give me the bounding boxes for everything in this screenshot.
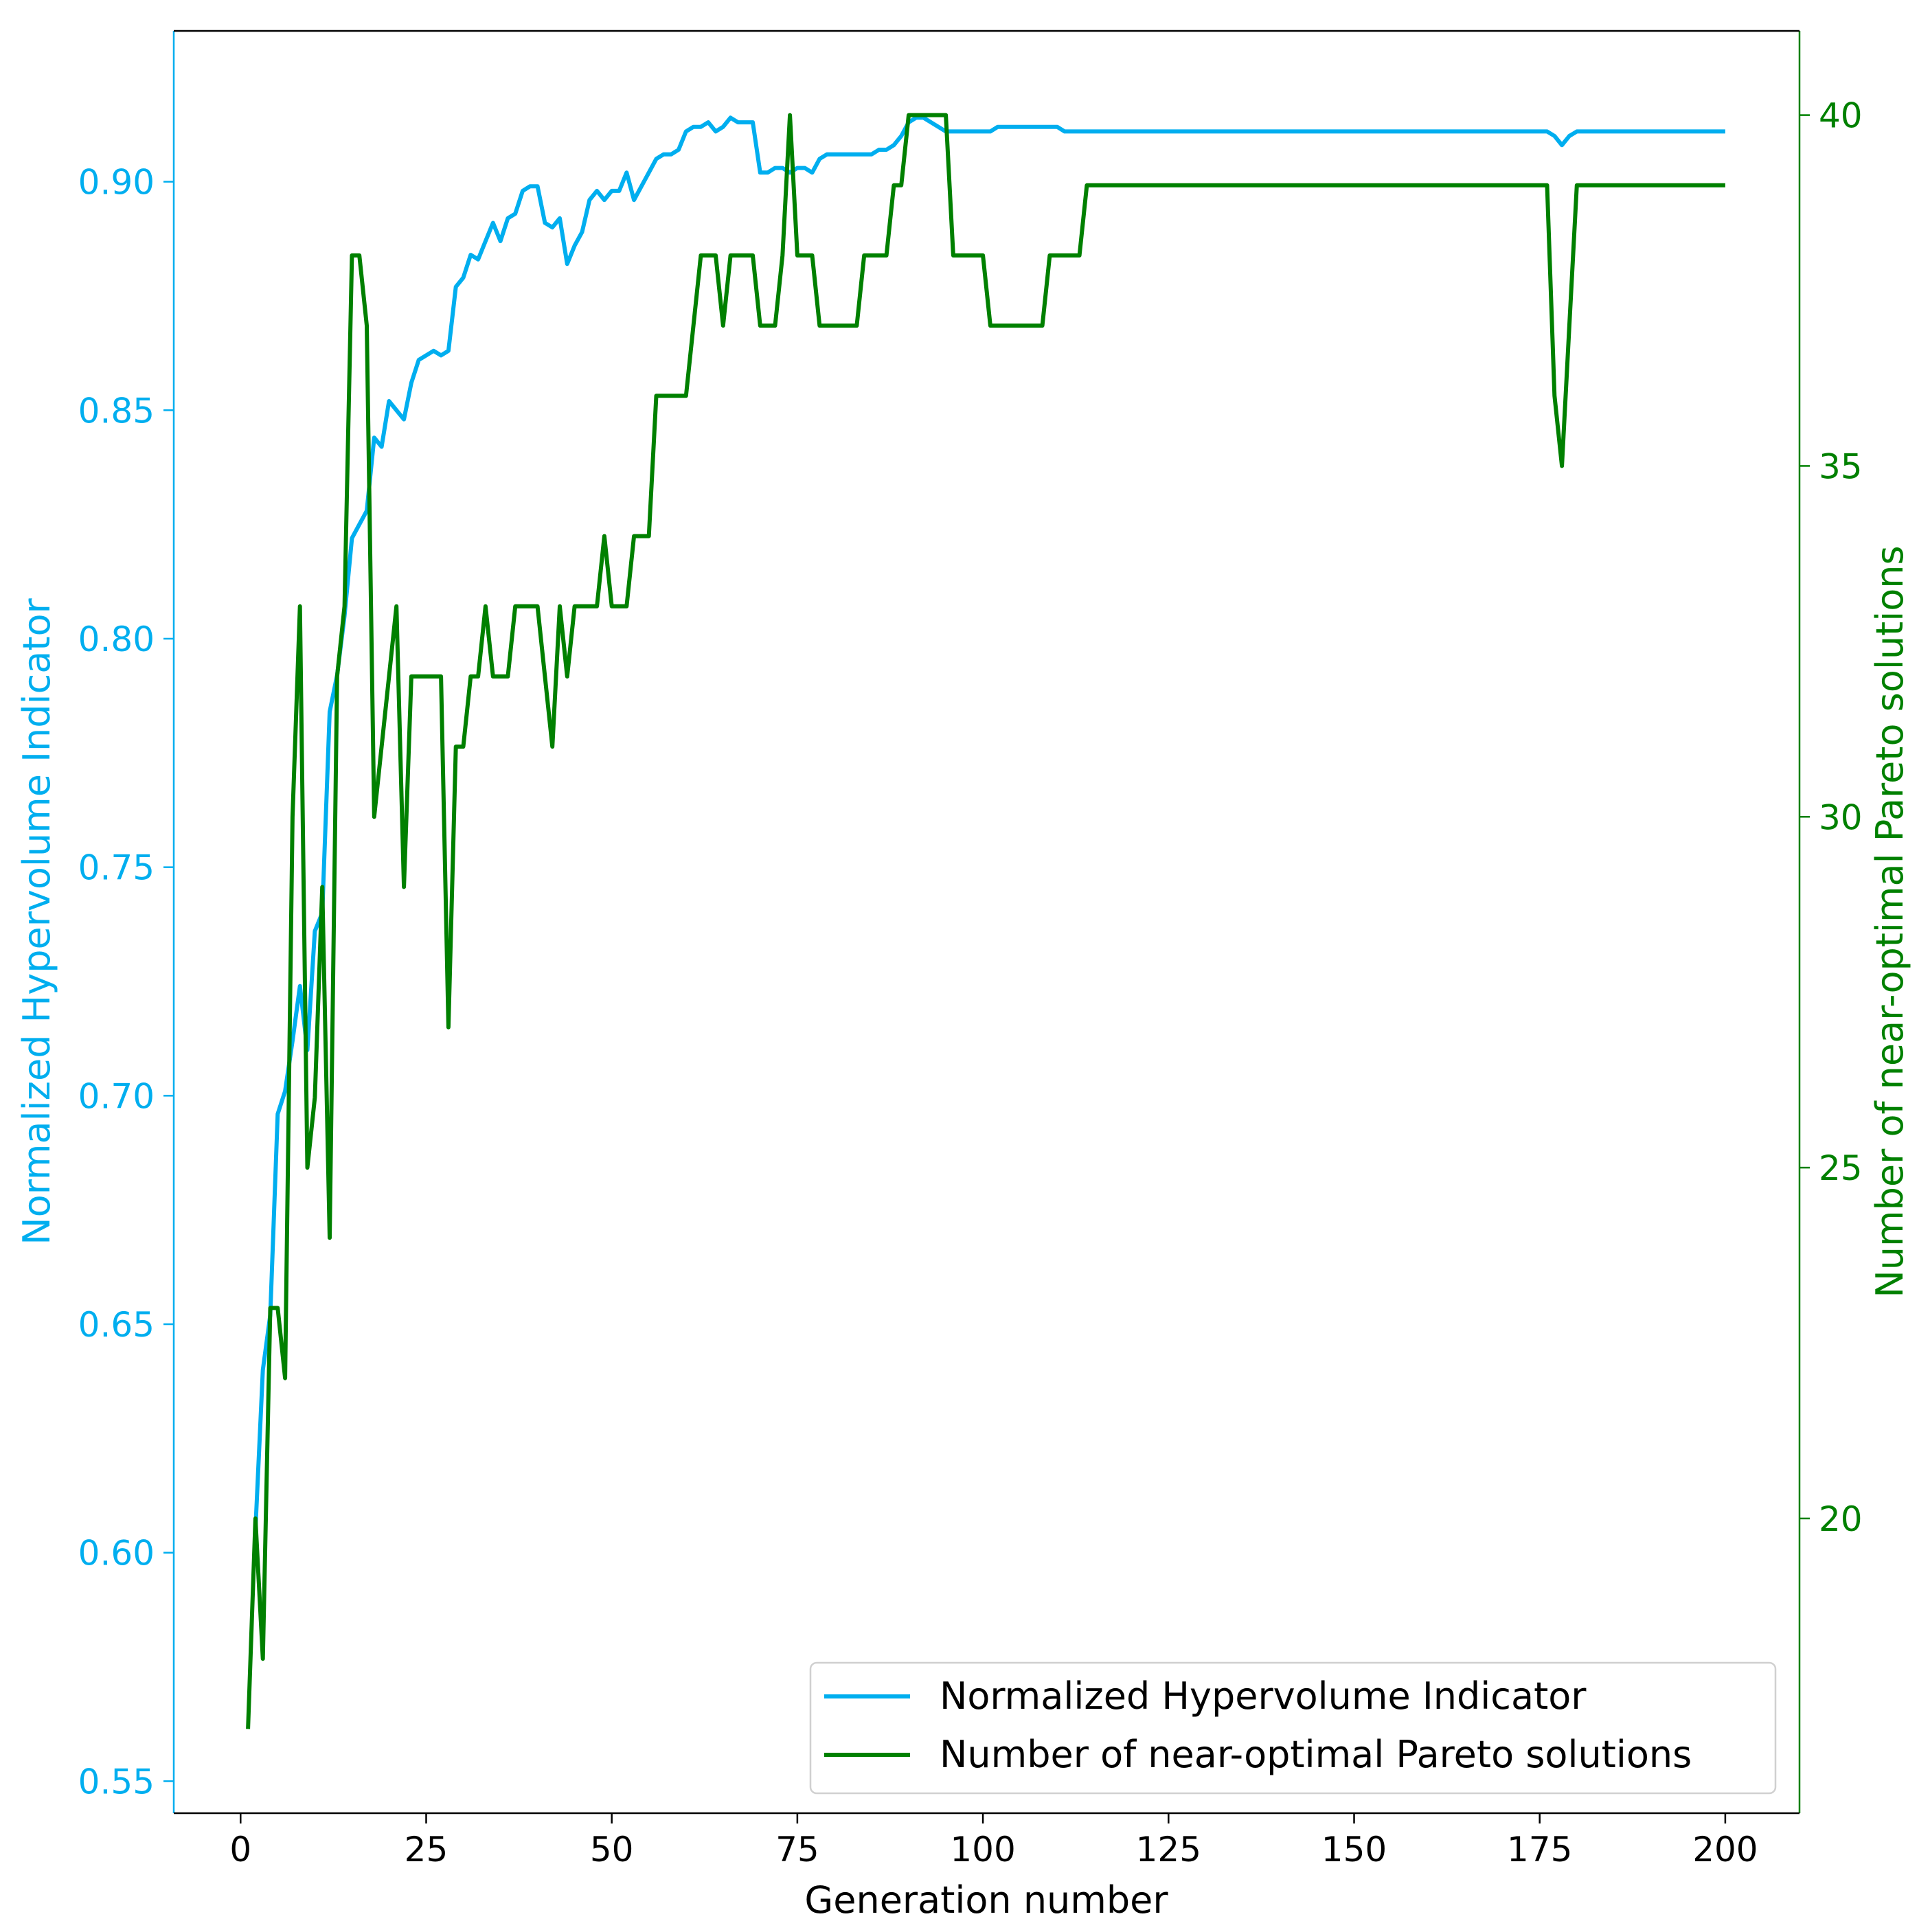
right-y-tick-label: 25: [1819, 1148, 1863, 1188]
right-y-axis-title: Number of near-optimal Pareto solutions: [1868, 545, 1911, 1297]
x-tick-label: 200: [1692, 1830, 1758, 1870]
pareto-count-series-line: [246, 113, 1725, 1729]
x-tick-label: 25: [405, 1830, 449, 1870]
right-y-axis-ticks: 20 25 30 35 40: [1800, 96, 1863, 1539]
left-y-tick-label: 0.90: [78, 163, 155, 203]
left-y-tick-label: 0.70: [78, 1076, 155, 1116]
legend-label-pareto-count: Number of near-optimal Pareto solutions: [940, 1733, 1692, 1776]
x-axis-title: Generation number: [804, 1878, 1168, 1922]
right-y-tick-label: 30: [1819, 797, 1863, 837]
x-tick-label: 150: [1321, 1830, 1387, 1870]
x-axis-ticks: 0 25 50 75 100 125 150 175 200: [229, 1813, 1758, 1870]
right-y-tick-label: 35: [1819, 446, 1863, 486]
hypervolume-series-line: [253, 115, 1725, 1530]
series-layer: [246, 113, 1725, 1729]
x-tick-label: 50: [590, 1830, 634, 1870]
x-tick-label: 0: [229, 1830, 251, 1870]
x-tick-label: 125: [1136, 1830, 1201, 1870]
right-y-tick-label: 40: [1819, 96, 1863, 136]
legend-box: [809, 1661, 1777, 1795]
left-y-tick-label: 0.80: [78, 620, 155, 659]
x-tick-label: 175: [1507, 1830, 1572, 1870]
left-y-tick-label: 0.55: [78, 1762, 155, 1802]
x-tick-label: 100: [950, 1830, 1015, 1870]
left-y-tick-label: 0.85: [78, 391, 155, 431]
left-y-tick-label: 0.65: [78, 1305, 155, 1345]
left-y-axis-title: Normalized Hypervolume Indicator: [15, 598, 58, 1245]
x-tick-label: 75: [775, 1830, 819, 1870]
legend: Normalized Hypervolume Indicator Number …: [809, 1661, 1777, 1795]
left-y-axis-ticks: 0.55 0.60 0.65 0.70 0.75 0.80 0.85 0.90: [78, 163, 174, 1802]
left-y-tick-label: 0.75: [78, 848, 155, 888]
left-y-tick-label: 0.60: [78, 1534, 155, 1573]
legend-label-hypervolume: Normalized Hypervolume Indicator: [940, 1674, 1587, 1718]
right-y-tick-label: 20: [1819, 1499, 1863, 1539]
